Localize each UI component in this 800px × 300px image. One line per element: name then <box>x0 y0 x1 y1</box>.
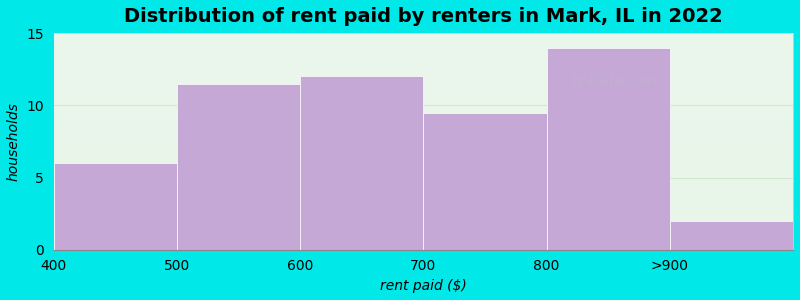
Title: Distribution of rent paid by renters in Mark, IL in 2022: Distribution of rent paid by renters in … <box>124 7 723 26</box>
Bar <box>177 84 300 250</box>
Y-axis label: households: households <box>7 102 21 181</box>
Bar <box>300 76 423 250</box>
Bar <box>423 112 546 250</box>
Bar <box>54 163 177 250</box>
X-axis label: rent paid ($): rent paid ($) <box>380 279 467 293</box>
Text: ty-Data.com: ty-Data.com <box>571 74 657 88</box>
Bar <box>546 47 670 250</box>
Bar <box>670 221 793 250</box>
